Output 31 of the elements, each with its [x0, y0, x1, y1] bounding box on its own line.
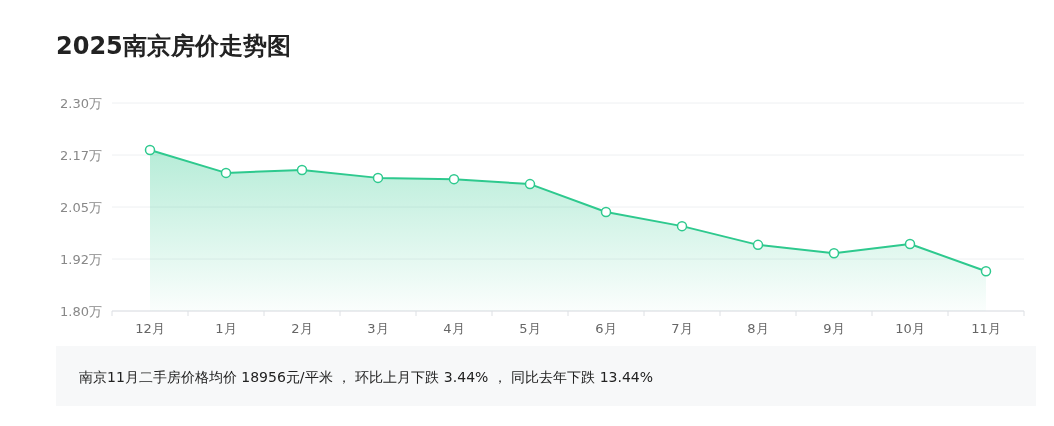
x-tick-label: 10月 [895, 321, 925, 336]
point [600, 206, 612, 218]
point [372, 172, 384, 184]
y-tick-label: 1.80万 [60, 304, 102, 319]
y-tick-label: 2.05万 [60, 200, 102, 215]
point [904, 238, 916, 250]
x-tick-label: 7月 [671, 321, 693, 336]
x-tick-label: 12月 [135, 321, 165, 336]
point [524, 178, 536, 190]
x-tick-label: 11月 [971, 321, 1001, 336]
y-tick-label: 2.17万 [60, 148, 102, 163]
x-tick-label: 3月 [367, 321, 389, 336]
y-tick-label: 2.30万 [60, 96, 102, 111]
x-tick-label: 1月 [215, 321, 237, 336]
point [448, 173, 460, 185]
x-tick-label: 2月 [291, 321, 313, 336]
x-tick-label: 5月 [519, 321, 541, 336]
point [676, 220, 688, 232]
chart-title: 2025南京房价走势图 [56, 32, 291, 60]
point [828, 247, 840, 259]
x-tick-label: 9月 [823, 321, 845, 336]
point [752, 239, 764, 251]
point [296, 164, 308, 176]
point [144, 144, 156, 156]
x-tick-label: 6月 [595, 321, 617, 336]
y-tick-label: 1.92万 [60, 252, 102, 267]
point [220, 167, 232, 179]
x-tick-label: 8月 [747, 321, 769, 336]
point [980, 265, 992, 277]
text: 南京11月二手房价格均价 18956元/平米 ， 环比上月下跌 3.44% ， 同比去年下跌 13.44% [79, 369, 654, 385]
x-tick-label: 4月 [443, 321, 465, 336]
